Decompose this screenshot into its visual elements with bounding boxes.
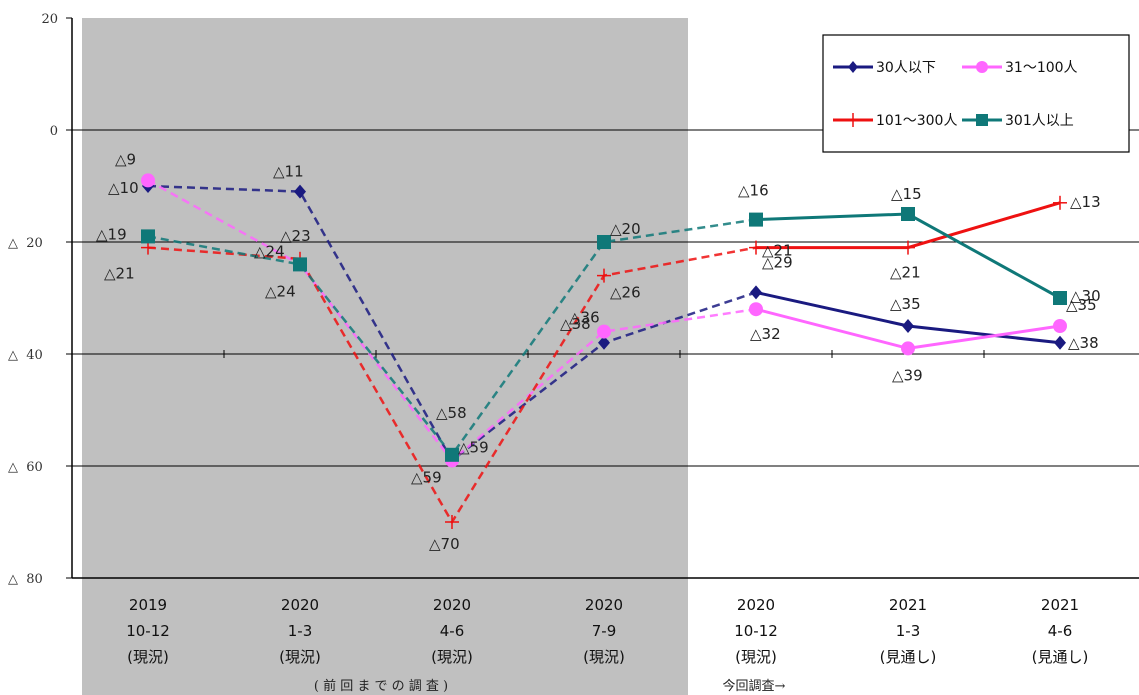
legend: 30人以下 31～100人 101～300人 301人以上 [822, 34, 1130, 153]
data-point-square [445, 447, 459, 462]
legend-marker-diamond [848, 61, 858, 73]
data-label: △21 [890, 264, 921, 282]
data-label: △26 [610, 284, 641, 302]
x-tick-label: (現況) [279, 648, 321, 666]
data-point-diamond [598, 335, 610, 350]
x-tick-label: 4-6 [440, 622, 465, 640]
data-point-square [293, 257, 307, 272]
data-label: △20 [610, 220, 641, 238]
data-label: △16 [738, 182, 769, 200]
legend-marker-circle [976, 61, 988, 73]
y-tick-labels: 20 0 △ 20 △ 40 △ 60 △ 80 [8, 12, 58, 587]
data-label: △59 [411, 468, 442, 486]
x-tick-label: 2020 [585, 596, 623, 614]
x-tick-label: 4-6 [1048, 622, 1073, 640]
data-point-square [1053, 291, 1067, 305]
series-line-solid [755, 212, 1061, 300]
data-label: △19 [96, 225, 127, 243]
data-point-square [749, 212, 763, 227]
data-point-diamond [902, 319, 914, 333]
data-label: △10 [108, 179, 139, 197]
x-tick-label: 1-3 [288, 622, 313, 640]
data-label: △23 [280, 227, 311, 245]
data-label: △24 [265, 282, 296, 300]
x-tick-label: 10-12 [734, 622, 778, 640]
data-label: △13 [1070, 193, 1101, 211]
y-tick-label: △ 20 [8, 236, 43, 251]
x-tick-label: 2020 [281, 596, 319, 614]
x-tick-label: (現況) [583, 648, 625, 666]
data-label: △59 [458, 438, 489, 456]
data-labels: △10 △11 △59 △38 △29 △35 △38 △9 △24 △59 △36 △32 △39 △3… [96, 150, 1101, 553]
series-markers [141, 173, 1067, 529]
data-point-diamond [750, 285, 762, 300]
x-tick-labels: 2019 10-12 (現況) 2020 1-3 (現況) 2020 4-6 (現況) 2020 7… [126, 596, 1088, 666]
data-point-circle [749, 302, 763, 317]
legend-label: 101～300人 [876, 113, 957, 129]
data-label: △21 [762, 242, 793, 260]
y-tick-label: 0 [50, 124, 58, 139]
x-tick-label: (現況) [735, 648, 777, 666]
data-point-diamond [1054, 335, 1066, 350]
data-label: △58 [436, 404, 467, 422]
x-tick-label: 7-9 [592, 622, 617, 640]
data-label: △39 [892, 366, 923, 384]
data-point-square [597, 235, 611, 249]
data-point-circle [901, 341, 915, 356]
data-label: △70 [429, 535, 460, 553]
data-label: △30 [1070, 287, 1101, 305]
data-point-plus [445, 515, 459, 529]
data-label: △9 [115, 150, 136, 168]
data-point-plus [901, 240, 915, 255]
data-label: △35 [890, 295, 921, 313]
y-tick-label: △ 60 [8, 460, 43, 475]
axes [66, 17, 1139, 579]
legend-label: 301人以上 [1005, 113, 1074, 129]
legend-marker-square [976, 114, 988, 126]
previous-survey-note: ( 前 回 ま で の 調 査 ) [314, 678, 448, 694]
data-label: △21 [104, 265, 135, 283]
data-point-plus [1053, 195, 1067, 210]
data-point-square [141, 229, 155, 244]
x-tick-label: 2021 [1041, 596, 1079, 614]
data-label: △24 [254, 242, 285, 260]
x-tick-label: 2020 [433, 596, 471, 614]
data-label: △29 [762, 253, 793, 271]
previous-survey-shading [82, 18, 688, 695]
y-tick-label: △ 40 [8, 348, 43, 363]
data-point-plus [597, 268, 611, 283]
data-label: △38 [1068, 334, 1099, 352]
data-label: △35 [1066, 296, 1097, 314]
y-tick-label: 20 [41, 12, 58, 27]
x-tick-label: (見通し) [880, 648, 937, 666]
data-label: △11 [273, 163, 304, 181]
x-tick-label: (現況) [127, 648, 169, 666]
data-label: △15 [891, 185, 922, 203]
data-label: △32 [750, 325, 781, 343]
legend-box [822, 34, 1130, 153]
data-point-square [901, 207, 915, 221]
data-point-diamond [294, 184, 306, 199]
x-tick-label: 2020 [737, 596, 775, 614]
data-point-circle [1053, 319, 1067, 333]
legend-label: 30人以下 [876, 60, 936, 76]
x-tick-label: 2019 [129, 596, 167, 614]
x-tick-label: 2021 [889, 596, 927, 614]
x-tick-label: (現況) [431, 648, 473, 666]
data-label: △38 [560, 315, 591, 333]
data-label: △36 [569, 309, 600, 327]
data-point-plus [749, 240, 763, 255]
x-tick-label: 10-12 [126, 622, 170, 640]
data-point-circle [141, 173, 155, 188]
data-point-circle [597, 324, 611, 339]
y-tick-label: △ 80 [8, 572, 43, 587]
legend-label: 31～100人 [1005, 60, 1078, 76]
x-tick-label: 1-3 [896, 622, 921, 640]
current-survey-note: 今回調査→ [723, 678, 786, 694]
x-tick-label: (見通し) [1032, 648, 1089, 666]
